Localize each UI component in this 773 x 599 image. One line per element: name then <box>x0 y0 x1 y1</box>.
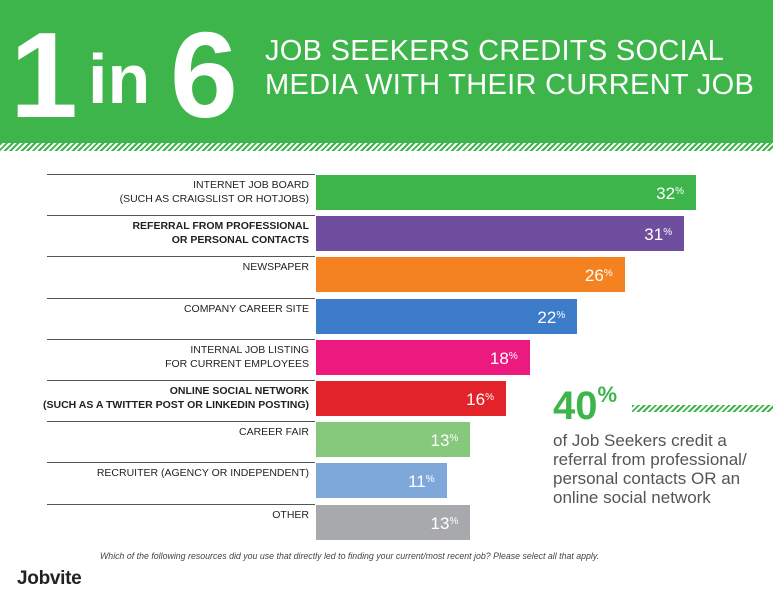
bar-value-label: 11% <box>387 472 435 492</box>
callout-percent-sign: % <box>597 382 618 407</box>
bar <box>316 339 530 375</box>
bar-value-label: 13% <box>410 513 459 534</box>
bar-chart: INTERNET JOB BOARD (SUCH AS CRAIGSLIST O… <box>0 160 773 550</box>
survey-question-footnote: Which of the following resources did you… <box>100 551 600 561</box>
bar-value-number: 18 <box>489 348 509 368</box>
callout-text: of Job Seekers credit a referral from pr… <box>553 431 747 507</box>
row-divider <box>47 338 315 340</box>
bar-value-unit: % <box>675 186 684 197</box>
bar-value-number: 22 <box>537 307 557 327</box>
bar <box>316 298 578 334</box>
row-divider <box>47 215 315 217</box>
bar-value-label: 16% <box>446 390 494 410</box>
category-label: INTERNAL JOB LISTING FOR CURRENT EMPLOYE… <box>165 343 309 370</box>
stat-number-one: 1 <box>10 7 78 143</box>
bar <box>316 216 685 252</box>
bar-value-number: 31 <box>644 225 664 245</box>
bar-value-label: 31% <box>624 225 672 245</box>
bar-value-number: 16 <box>466 390 486 409</box>
category-label: ONLINE SOCIAL NETWORK (SUCH AS A TWITTER… <box>43 385 309 411</box>
row-divider <box>47 421 315 423</box>
bar <box>316 422 471 458</box>
bar-value-unit: % <box>556 309 566 321</box>
row-divider <box>47 297 315 299</box>
bar-value-unit: % <box>663 227 673 239</box>
category-label: INTERNET JOB BOARD (SUCH AS CRAIGSLIST O… <box>119 179 309 205</box>
header-stripe-divider <box>0 143 773 151</box>
category-label: REFERRAL FROM PROFESSIONAL OR PERSONAL C… <box>132 220 309 247</box>
category-label: NEWSPAPER <box>242 261 309 274</box>
bar-value-unit: % <box>449 433 459 445</box>
callout-percent-value: 40 <box>553 384 598 428</box>
row-divider <box>47 256 315 258</box>
row-divider <box>47 503 315 505</box>
row-divider <box>47 462 315 464</box>
bar <box>316 175 696 210</box>
bar-value-number: 26 <box>584 266 604 286</box>
row-divider <box>47 380 315 381</box>
category-label: RECRUITER (AGENCY OR INDEPENDENT) <box>96 467 309 480</box>
bar-value-number: 13 <box>430 431 450 451</box>
headline: JOB SEEKERS CREDITS SOCIAL MEDIA WITH TH… <box>265 35 755 101</box>
category-label: COMPANY CAREER SITE <box>183 302 309 315</box>
bar <box>316 463 447 499</box>
bar-value-label: 13% <box>410 431 459 451</box>
category-label: CAREER FAIR <box>238 426 309 439</box>
callout-percent: 40% <box>553 384 617 428</box>
row-divider <box>47 174 315 175</box>
bar <box>316 381 506 416</box>
bar-value-unit: % <box>449 515 459 527</box>
bar-value-unit: % <box>425 474 435 486</box>
stat-number-six: 6 <box>170 7 238 143</box>
bar <box>316 504 471 540</box>
bar-value-unit: % <box>603 268 613 280</box>
bar-value-number: 32 <box>656 184 676 203</box>
bar-value-unit: % <box>508 350 518 362</box>
bar-value-unit: % <box>485 392 494 403</box>
callout-stripe-divider <box>632 405 773 412</box>
bar-value-label: 18% <box>470 349 518 369</box>
bar-value-number: 11 <box>408 472 426 492</box>
bar-value-label: 32% <box>636 184 684 204</box>
header-banner: 1 in 6 JOB SEEKERS CREDITS SOCIAL MEDIA … <box>0 0 773 143</box>
category-label: OTHER <box>272 508 309 521</box>
bar-value-label: 26% <box>565 266 613 286</box>
bar-value-number: 13 <box>430 513 450 533</box>
stat-word-in: in <box>88 40 151 118</box>
bar <box>316 257 625 293</box>
bar-value-label: 22% <box>517 308 565 328</box>
jobvite-logo: Jobvite <box>17 568 82 589</box>
